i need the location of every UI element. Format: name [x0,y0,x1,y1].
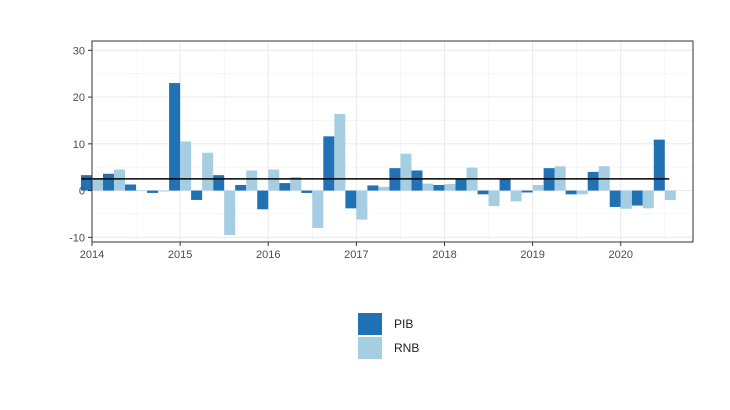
legend-label-pib: PIB [394,317,414,331]
bar-rnb [290,177,302,191]
y-tick-label: 20 [73,92,85,104]
bar-pib [279,183,291,191]
bar-pib [477,190,489,195]
bar-rnb [532,184,544,191]
bar-pib [257,190,269,210]
bar-rnb [246,170,258,191]
bar-pib [191,190,203,200]
bar-rnb [158,190,170,192]
bar-pib [103,173,115,191]
bar-pib [169,83,181,191]
x-tick-label: 2016 [256,249,280,261]
bar-pib [609,190,621,207]
bar-pib [301,190,313,193]
bar-pib [499,178,511,191]
plot-border [91,40,694,243]
bar-pib [411,170,423,191]
bar-rnb [378,186,390,191]
legend-item-rnb: RNB [358,336,419,360]
bar-pib [80,175,92,191]
bar-pib [455,178,467,191]
bar-rnb [334,113,346,191]
bar-pib [565,190,577,195]
bar-rnb [92,178,104,191]
bar-rnb [620,190,632,209]
plot-panel [92,41,693,242]
y-tick-label: 0 [79,186,85,198]
bar-rnb [268,169,280,191]
bar-rnb [664,190,676,200]
bar-pib [433,184,445,191]
bar-rnb [488,190,500,207]
bar-rnb [444,184,456,191]
bar-pib [147,190,159,193]
x-tick-label: 2014 [80,249,104,261]
bar-rnb [202,152,214,191]
bar-pib [653,139,665,191]
legend-item-pib: PIB [358,312,419,336]
bar-rnb [224,190,236,235]
x-axis: 2014 2015 2016 2017 2018 2019 2020 [80,242,633,261]
bar-pib [521,190,533,193]
x-tick-label: 2018 [432,249,456,261]
legend-label-rnb: RNB [394,341,420,355]
bar-pib [213,175,225,191]
y-tick-label: 30 [73,45,85,57]
bar-pib [631,190,643,206]
bar-rnb [136,190,148,192]
x-tick-label: 2019 [520,249,544,261]
x-tick-label: 2015 [168,249,192,261]
legend: PIB RNB [358,312,419,360]
bar-pib [323,136,335,191]
y-tick-label: 10 [73,139,85,151]
y-axis: -10 0 10 20 30 [69,45,92,244]
y-tick-label: -10 [69,232,85,244]
bar-rnb [400,153,412,191]
legend-key-pib [358,313,382,335]
x-tick-label: 2017 [344,249,368,261]
bar-pib [587,171,599,191]
bar-rnb [312,190,324,228]
bar-rnb [180,141,192,191]
bar-rnb [642,190,654,209]
bar-rnb [114,169,126,191]
bar-pib [235,184,247,191]
bar-pib [367,185,379,191]
bar-rnb [356,190,368,220]
legend-key-rnb [358,337,382,359]
bar-rnb [510,190,522,202]
x-tick-label: 2020 [608,249,632,261]
bar-pib [125,184,137,191]
bar-rnb [422,183,434,191]
bar-pib [345,190,357,209]
bar-rnb [576,190,588,195]
